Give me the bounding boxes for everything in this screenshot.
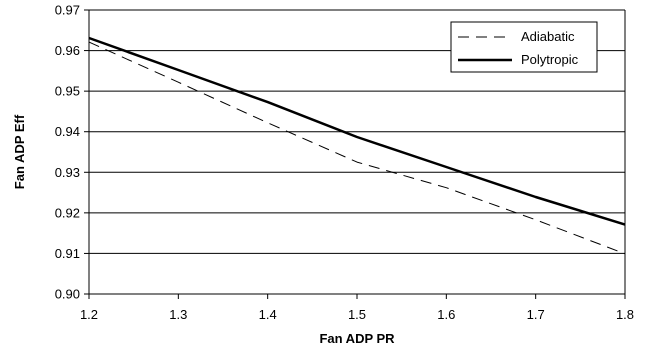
x-tick-label: 1.4 — [259, 307, 277, 322]
x-tick-label: 1.3 — [169, 307, 187, 322]
y-axis-ticks: 0.90 0.91 0.92 0.93 0.94 0.95 0.96 0.97 — [55, 3, 89, 302]
y-tick-label: 0.93 — [55, 165, 80, 180]
x-axis-ticks: 1.2 1.3 1.4 1.5 1.6 1.7 1.8 — [80, 294, 634, 322]
y-axis-title: Fan ADP Eff — [12, 114, 27, 189]
series-line-adiabatic — [88, 41, 626, 255]
x-tick-label: 1.8 — [616, 307, 634, 322]
x-tick-label: 1.5 — [348, 307, 366, 322]
legend-label-adiabatic: Adiabatic — [521, 29, 575, 44]
y-tick-label: 0.96 — [55, 43, 80, 58]
y-tick-label: 0.92 — [55, 205, 80, 220]
x-tick-label: 1.6 — [437, 307, 455, 322]
x-tick-label: 1.2 — [80, 307, 98, 322]
y-tick-label: 0.94 — [55, 124, 80, 139]
legend-label-polytropic: Polytropic — [521, 52, 579, 67]
y-tick-label: 0.91 — [55, 246, 80, 261]
y-tick-label: 0.97 — [55, 3, 80, 18]
y-tick-label: 0.90 — [55, 287, 80, 302]
x-tick-label: 1.7 — [527, 307, 545, 322]
series-line-polytropic — [88, 36, 626, 226]
legend: Adiabatic Polytropic — [450, 21, 598, 73]
series-lines — [88, 36, 626, 255]
legend-box — [450, 21, 598, 73]
x-axis-title: Fan ADP PR — [319, 331, 395, 346]
y-tick-label: 0.95 — [55, 84, 80, 99]
